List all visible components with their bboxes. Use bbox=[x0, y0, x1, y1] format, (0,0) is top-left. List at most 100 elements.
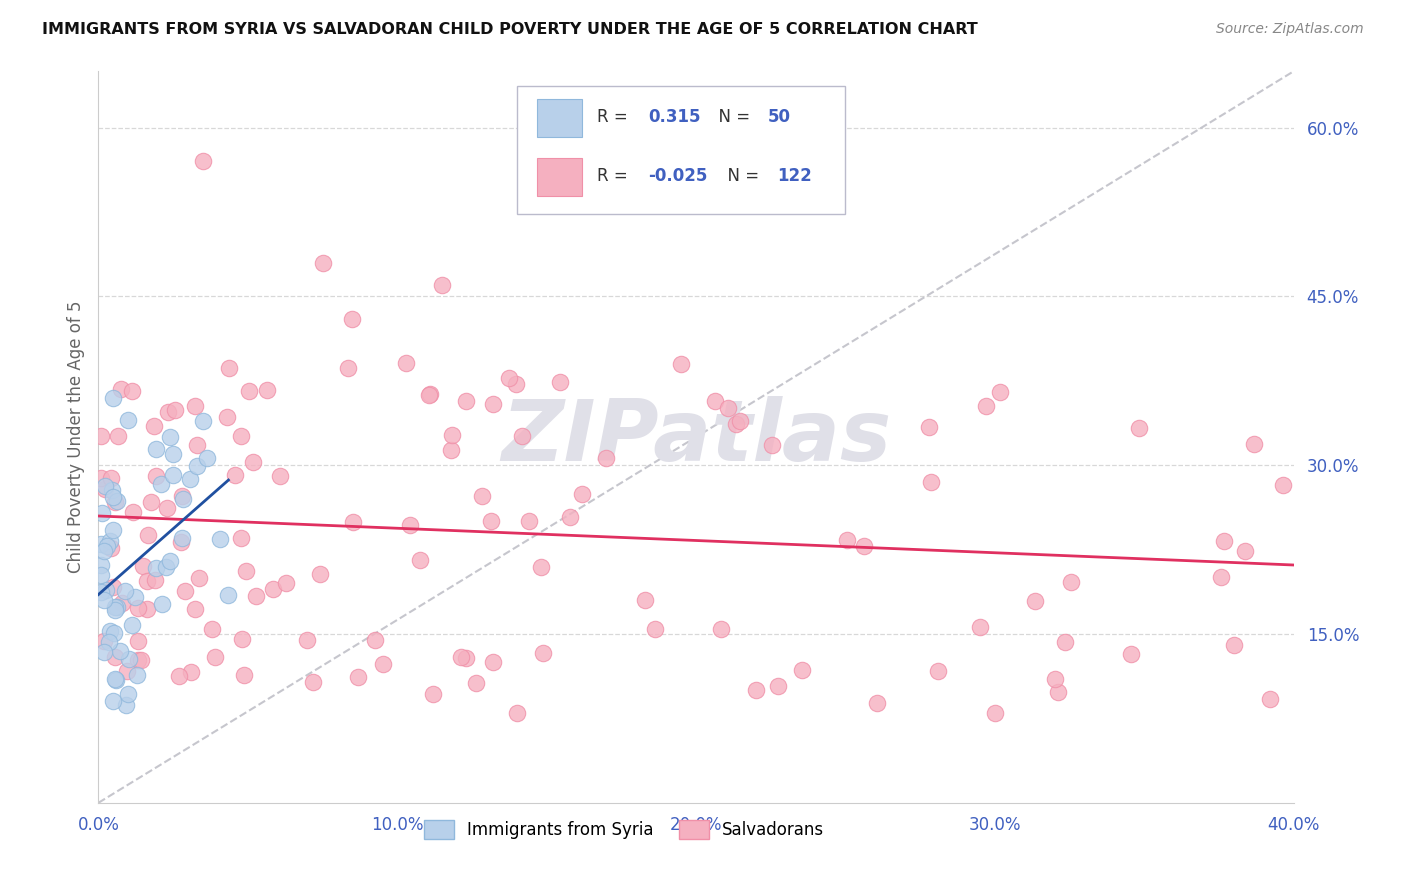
Point bbox=[101, 580, 124, 594]
Point bbox=[1024, 594, 1046, 608]
Point bbox=[835, 533, 858, 548]
Text: 50: 50 bbox=[768, 109, 790, 127]
Point bbox=[136, 602, 159, 616]
Point bbox=[107, 429, 129, 443]
Point bbox=[150, 477, 173, 491]
Point bbox=[262, 582, 284, 596]
Point bbox=[186, 438, 208, 452]
Point bbox=[184, 399, 207, 413]
Point bbox=[201, 622, 224, 636]
Point bbox=[498, 371, 520, 385]
Point bbox=[218, 361, 240, 376]
Point bbox=[114, 584, 136, 599]
Point bbox=[419, 387, 441, 401]
Point bbox=[464, 675, 486, 690]
Point bbox=[173, 584, 195, 599]
Point bbox=[110, 644, 132, 658]
Point bbox=[145, 442, 167, 456]
Point bbox=[927, 664, 949, 678]
Point bbox=[103, 391, 125, 405]
Point bbox=[373, 657, 395, 672]
Point bbox=[450, 650, 472, 665]
Point bbox=[90, 471, 112, 485]
Point bbox=[728, 414, 751, 428]
Point bbox=[184, 602, 207, 616]
FancyBboxPatch shape bbox=[537, 158, 582, 195]
Point bbox=[94, 582, 117, 597]
Point bbox=[336, 361, 359, 376]
Point bbox=[100, 471, 122, 485]
FancyBboxPatch shape bbox=[537, 99, 582, 137]
Point bbox=[1234, 544, 1257, 558]
Point bbox=[90, 537, 112, 551]
Point bbox=[1060, 575, 1083, 590]
Point bbox=[1213, 533, 1236, 548]
Point bbox=[422, 687, 444, 701]
Point bbox=[121, 505, 143, 519]
Point bbox=[634, 592, 657, 607]
Point bbox=[1128, 421, 1150, 435]
Point bbox=[101, 694, 124, 708]
Point bbox=[1209, 570, 1232, 584]
Point bbox=[853, 539, 876, 553]
Point bbox=[129, 653, 152, 667]
Text: Source: ZipAtlas.com: Source: ZipAtlas.com bbox=[1216, 22, 1364, 37]
Point bbox=[482, 655, 505, 669]
Point bbox=[209, 532, 232, 546]
Point bbox=[107, 494, 129, 508]
Point bbox=[186, 458, 208, 473]
Point bbox=[127, 601, 149, 615]
Point bbox=[159, 429, 181, 443]
Text: R =: R = bbox=[596, 167, 633, 185]
Point bbox=[167, 669, 190, 683]
Point bbox=[866, 696, 889, 710]
Point bbox=[530, 560, 553, 574]
Point bbox=[256, 383, 278, 397]
Point bbox=[180, 665, 202, 679]
Text: ZIPatlas: ZIPatlas bbox=[501, 395, 891, 479]
Point bbox=[104, 600, 127, 615]
Point bbox=[93, 544, 115, 558]
Point bbox=[145, 561, 167, 575]
Point bbox=[309, 566, 332, 581]
Point bbox=[139, 494, 162, 508]
Point bbox=[103, 626, 125, 640]
Point bbox=[217, 588, 239, 602]
Point bbox=[155, 501, 177, 516]
Point bbox=[479, 514, 502, 528]
Point bbox=[105, 599, 128, 614]
Point bbox=[269, 469, 291, 483]
Point bbox=[159, 554, 181, 568]
Point bbox=[233, 668, 256, 682]
Point bbox=[90, 585, 112, 599]
Point bbox=[90, 568, 112, 582]
Point bbox=[143, 574, 166, 588]
Point bbox=[704, 393, 727, 408]
Point bbox=[1053, 635, 1076, 649]
Point bbox=[187, 571, 209, 585]
Point bbox=[1272, 478, 1295, 492]
Point bbox=[231, 429, 253, 443]
Point bbox=[136, 574, 159, 588]
Point bbox=[117, 687, 139, 701]
Point bbox=[974, 399, 997, 413]
Point bbox=[103, 523, 125, 537]
Point bbox=[104, 603, 127, 617]
Point bbox=[93, 479, 115, 493]
Point bbox=[145, 469, 167, 483]
Point bbox=[920, 475, 942, 489]
Point bbox=[93, 593, 115, 607]
Point bbox=[506, 706, 529, 720]
Y-axis label: Child Poverty Under the Age of 5: Child Poverty Under the Age of 5 bbox=[66, 301, 84, 574]
Point bbox=[90, 429, 112, 443]
Point bbox=[441, 428, 464, 442]
Point bbox=[510, 428, 533, 442]
Point bbox=[143, 419, 166, 434]
Point bbox=[103, 490, 125, 504]
Point bbox=[96, 539, 118, 553]
Point bbox=[90, 558, 112, 572]
Point bbox=[409, 552, 432, 566]
Point bbox=[93, 634, 115, 648]
Point bbox=[127, 633, 149, 648]
Point bbox=[505, 376, 527, 391]
